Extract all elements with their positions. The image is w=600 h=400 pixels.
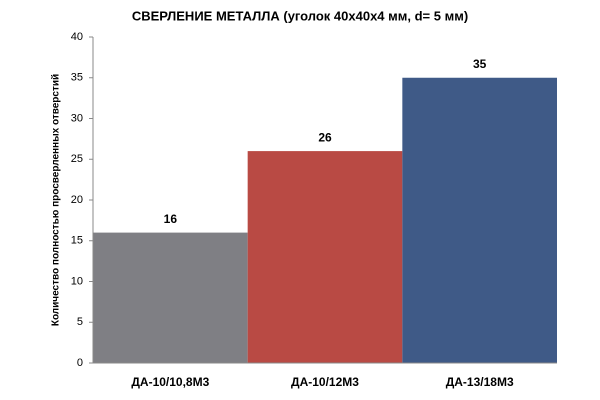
bar [93, 232, 248, 363]
y-tick-label: 15 [71, 235, 83, 247]
data-label: 26 [318, 130, 332, 144]
y-tick-label: 40 [71, 31, 83, 43]
y-tick-label: 10 [71, 275, 83, 287]
x-tick-label: ДА-10/12М3 [291, 375, 359, 389]
y-tick-label: 35 [71, 72, 83, 84]
y-tick-label: 20 [71, 194, 83, 206]
bar [247, 151, 403, 363]
y-tick-label: 30 [71, 112, 83, 124]
y-tick-label: 25 [71, 153, 83, 165]
chart-title: СВЕРЛЕНИЕ МЕТАЛЛА (уголок 40х40х4 мм, d=… [132, 8, 468, 23]
data-label: 16 [164, 212, 178, 226]
data-label: 35 [473, 57, 487, 71]
y-axis-label: Количество полностью просверленных отвер… [51, 74, 62, 326]
y-tick-label: 5 [77, 316, 83, 328]
y-tick-label: 0 [77, 357, 83, 369]
x-tick-label: ДА-10/10,8М3 [131, 375, 209, 389]
bar [402, 77, 557, 363]
x-tick-label: ДА-13/18М3 [446, 375, 514, 389]
